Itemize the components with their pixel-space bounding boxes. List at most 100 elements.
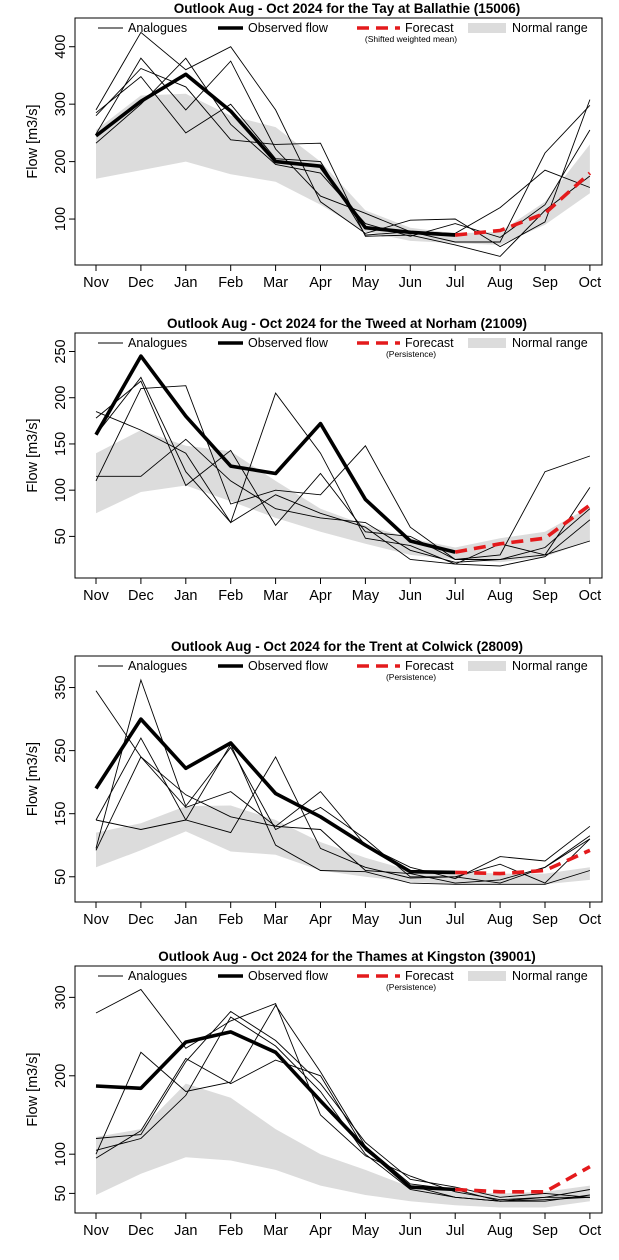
x-tick-label: Mar: [263, 588, 288, 604]
legend-forecast-note: (Persistence): [386, 672, 436, 682]
chart-panel-2: Outlook Aug - Oct 2024 for the Tweed at …: [25, 316, 603, 604]
x-tick-label: Nov: [83, 275, 110, 291]
legend-analogues-label: Analogues: [128, 659, 187, 673]
x-tick-label: Jan: [174, 912, 197, 928]
plot-area-border: [74, 965, 603, 1214]
legend-normal-swatch: [468, 23, 506, 33]
analogue-line-2: [95, 385, 591, 560]
y-tick-label: 200: [53, 386, 69, 410]
chart-title: Outlook Aug - Oct 2024 for the Tweed at …: [167, 316, 527, 331]
x-tick-label: Oct: [579, 912, 602, 928]
legend-analogues-label: Analogues: [128, 969, 187, 983]
x-tick-label: Nov: [83, 1223, 110, 1239]
analogue-line-4: [95, 756, 591, 884]
analogue-line-2: [95, 67, 591, 257]
y-tick-label: 150: [53, 802, 69, 826]
x-tick-label: May: [352, 588, 380, 604]
x-tick-label: Oct: [579, 1223, 602, 1239]
x-tick-label: Jul: [446, 1223, 465, 1239]
chart-title: Outlook Aug - Oct 2024 for the Tay at Ba…: [174, 1, 521, 16]
legend-analogues-label: Analogues: [128, 336, 187, 350]
x-tick-label: Oct: [579, 588, 602, 604]
x-tick-label: Jul: [446, 588, 465, 604]
x-tick-label: Feb: [218, 588, 243, 604]
analogue-line-3: [95, 57, 591, 243]
x-tick-label: Feb: [218, 912, 243, 928]
x-tick-label: Dec: [128, 1223, 154, 1239]
x-tick-label: Jul: [446, 275, 465, 291]
analogue-line-1: [95, 988, 590, 1201]
x-tick-label: Apr: [309, 275, 332, 291]
x-tick-label: Mar: [263, 912, 288, 928]
x-tick-label: Mar: [263, 275, 288, 291]
y-tick-label: 250: [53, 339, 69, 363]
x-tick-label: Aug: [487, 912, 513, 928]
chart-panel-1: Outlook Aug - Oct 2024 for the Tay at Ba…: [25, 1, 603, 291]
x-tick-label: Jan: [174, 588, 197, 604]
analogue-line-3: [95, 380, 591, 560]
y-tick-label: 300: [53, 985, 69, 1009]
x-tick-label: Aug: [487, 588, 513, 604]
x-tick-label: Jun: [399, 588, 422, 604]
x-tick-label: Apr: [309, 588, 332, 604]
legend-forecast-label: Forecast: [405, 659, 454, 673]
x-tick-label: Feb: [218, 1223, 243, 1239]
analogue-line-3: [95, 755, 591, 884]
analogue-line-2: [95, 678, 591, 884]
x-tick-label: Oct: [579, 275, 602, 291]
legend-normal-swatch: [468, 338, 506, 348]
x-tick-label: Feb: [218, 275, 243, 291]
y-tick-label: 50: [53, 869, 69, 885]
x-tick-label: Aug: [487, 1223, 513, 1239]
x-tick-label: Sep: [532, 912, 558, 928]
normal-range-band: [96, 93, 590, 245]
y-tick-label: 100: [53, 207, 69, 231]
legend-observed-label: Observed flow: [248, 336, 329, 350]
y-tick-label: 400: [53, 35, 69, 59]
normal-range-band: [96, 430, 590, 563]
chart-title: Outlook Aug - Oct 2024 for the Trent at …: [171, 639, 523, 654]
y-axis-label: Flow [m3/s]: [25, 104, 41, 178]
legend-normal-swatch: [468, 971, 506, 981]
y-tick-label: 150: [53, 432, 69, 456]
x-tick-label: Jul: [446, 912, 465, 928]
legend-normal-label: Normal range: [512, 659, 588, 673]
legend-normal-label: Normal range: [512, 336, 588, 350]
observed-flow-line: [94, 717, 456, 875]
y-axis-label: Flow [m3/s]: [25, 418, 41, 492]
x-tick-label: Jun: [399, 1223, 422, 1239]
x-tick-label: Sep: [532, 588, 558, 604]
x-tick-label: Apr: [309, 912, 332, 928]
analogue-line-1: [95, 690, 591, 880]
chart-panel-4: Outlook Aug - Oct 2024 for the Thames at…: [25, 949, 603, 1239]
normal-range-band: [96, 1083, 590, 1208]
legend-normal-swatch: [468, 661, 506, 671]
x-tick-label: Aug: [487, 275, 513, 291]
y-tick-label: 200: [53, 1064, 69, 1088]
legend-observed-label: Observed flow: [248, 969, 329, 983]
legend-observed-label: Observed flow: [248, 659, 329, 673]
y-axis-label: Flow [m3/s]: [25, 742, 41, 816]
x-tick-label: Nov: [83, 912, 110, 928]
y-tick-label: 100: [53, 1142, 69, 1166]
chart-panel-3: Outlook Aug - Oct 2024 for the Trent at …: [25, 639, 603, 928]
forecast-line: [455, 848, 591, 876]
x-tick-label: May: [352, 912, 380, 928]
forecast-line: [455, 171, 592, 237]
plot-area-border: [74, 332, 603, 579]
legend-normal-label: Normal range: [512, 969, 588, 983]
legend-forecast-label: Forecast: [405, 336, 454, 350]
y-tick-label: 250: [53, 738, 69, 762]
legend-forecast-note: (Persistence): [386, 982, 436, 992]
analogue-line-1: [95, 392, 591, 567]
chart-title: Outlook Aug - Oct 2024 for the Thames at…: [158, 949, 536, 964]
y-tick-label: 200: [53, 149, 69, 173]
x-tick-label: Nov: [83, 588, 110, 604]
x-tick-label: Jun: [399, 275, 422, 291]
x-tick-label: Jan: [174, 275, 197, 291]
legend-forecast-label: Forecast: [405, 21, 454, 35]
analogue-line-5: [95, 737, 591, 885]
y-tick-label: 350: [53, 675, 69, 699]
